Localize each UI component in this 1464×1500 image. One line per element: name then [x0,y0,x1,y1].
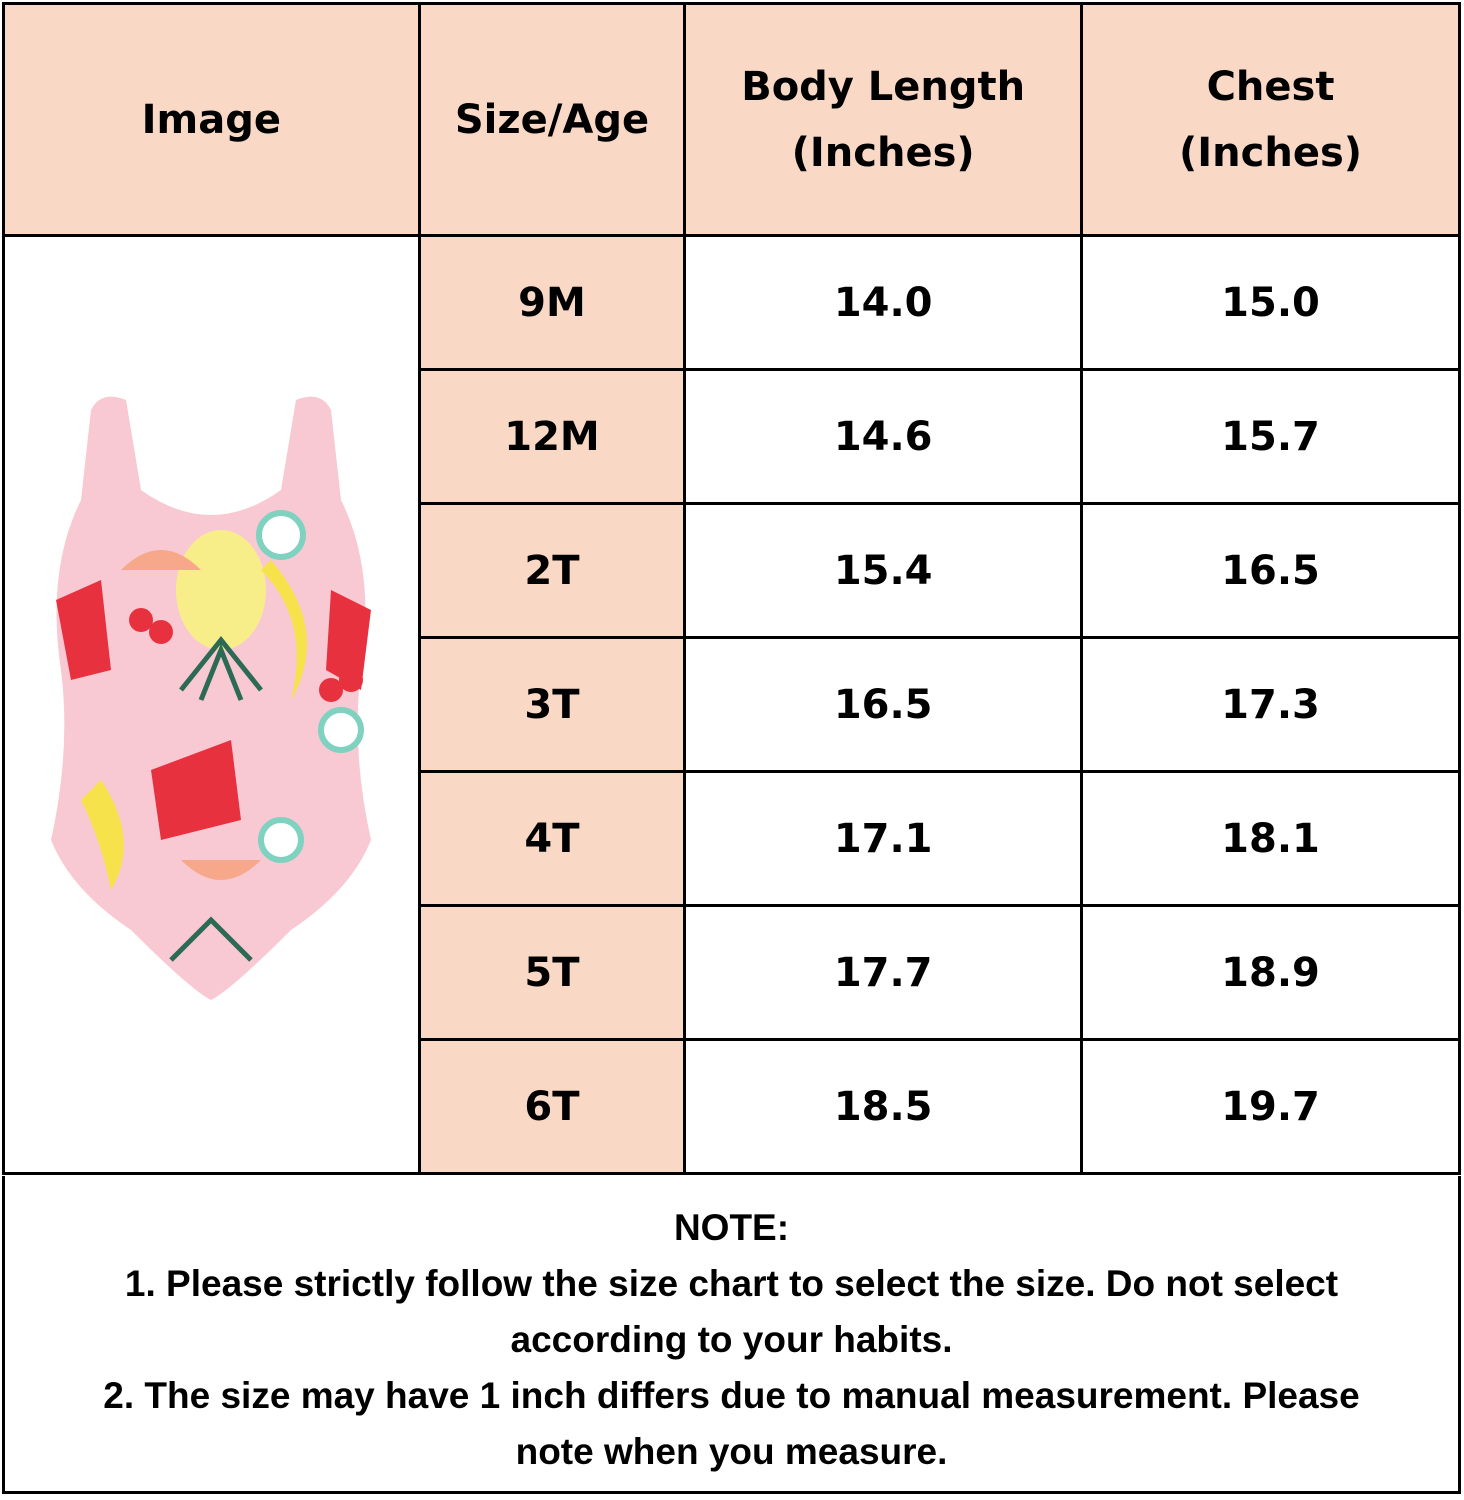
size-cell: 2T [417,502,687,639]
note-line: 2. The size may have 1 inch differs due … [103,1375,1360,1416]
table-row: 9M 14.0 15.0 [2,234,1461,1175]
size-cell: 6T [417,1038,687,1175]
note-line: 1. Please strictly follow the size chart… [124,1263,1339,1304]
table-row: 6T 18.5 19.7 [4,1038,1461,1175]
header-body-length-label: Body Length [741,63,1026,110]
chest-cell: 17.3 [1080,636,1461,773]
size-cell: 9M [417,234,687,371]
body-length-cell: 14.0 [683,234,1084,371]
note-line: note when you measure. [515,1431,948,1472]
table-row: 12M 14.6 15.7 [4,368,1461,505]
header-chest: Chest (Inches) [1080,2,1461,237]
note-section: NOTE: 1. Please strictly follow the size… [2,1176,1461,1494]
header-body-length: Body Length (Inches) [683,2,1084,237]
chest-cell: 19.7 [1080,1038,1461,1175]
size-cell: 3T [417,636,687,773]
body-length-cell: 18.5 [683,1038,1084,1175]
note-title: NOTE: [673,1207,790,1248]
header-body-length-unit: (Inches) [791,129,975,176]
chest-cell: 18.9 [1080,904,1461,1041]
table-row: 3T 16.5 17.3 [4,636,1461,773]
header-chest-label: Chest [1206,63,1335,110]
size-chart-table: Image Size/Age Body Length (Inches) Chest… [2,2,1461,1175]
header-size-age: Size/Age [417,2,687,237]
body-length-cell: 17.1 [683,770,1084,907]
chest-cell: 18.1 [1080,770,1461,907]
size-cell: 4T [417,770,687,907]
chest-cell: 16.5 [1080,502,1461,639]
table-row: 5T 17.7 18.9 [4,904,1461,1041]
chest-cell: 15.0 [1080,234,1461,371]
chest-cell: 15.7 [1080,368,1461,505]
body-length-cell: 15.4 [683,502,1084,639]
body-length-cell: 16.5 [683,636,1084,773]
size-cell: 12M [417,368,687,505]
header-row: Image Size/Age Body Length (Inches) Chest… [2,2,1461,237]
swimsuit-image [51,396,372,1000]
size-cell: 5T [417,904,687,1041]
table-row: 2T 15.4 16.5 [4,502,1461,639]
body-length-cell: 14.6 [683,368,1084,505]
product-image-cell [2,234,421,1175]
body-length-cell: 17.7 [683,904,1084,1041]
table-row: 4T 17.1 18.1 [4,770,1461,907]
header-image: Image [2,2,421,237]
header-chest-unit: (Inches) [1179,129,1363,176]
note-line: according to your habits. [510,1319,953,1360]
